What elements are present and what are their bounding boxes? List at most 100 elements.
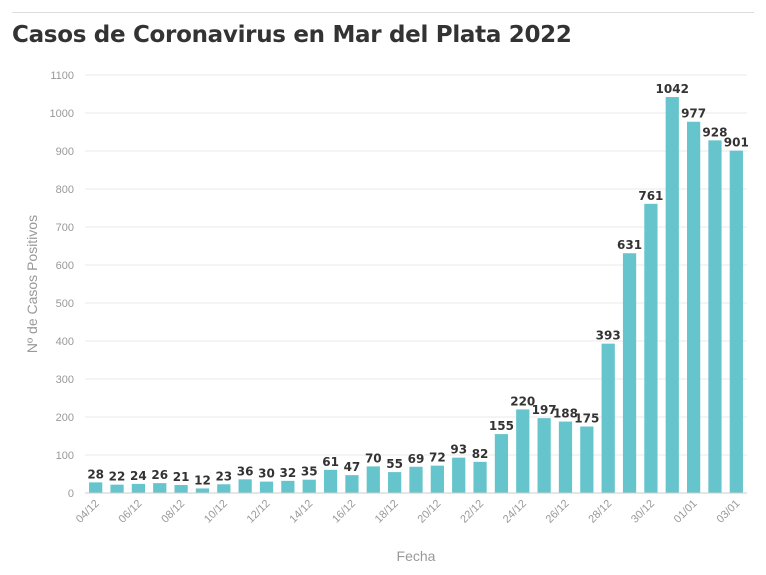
x-tick-label: 06/12 [117, 498, 145, 526]
x-tick-label: 04/12 [74, 498, 102, 526]
data-label: 21 [173, 470, 190, 484]
data-label: 23 [215, 469, 232, 483]
bar [302, 479, 316, 493]
bar [729, 150, 743, 493]
y-tick-label: 400 [56, 336, 74, 348]
bar [153, 483, 167, 493]
bar [558, 421, 573, 493]
bar [345, 475, 359, 493]
data-label: 188 [553, 407, 578, 421]
y-axis-ticks: 0 100 200 300 400 500 600 700 800 900 1000 1100 [50, 70, 74, 500]
data-label: 30 [258, 467, 275, 481]
data-label: 1042 [656, 82, 689, 96]
data-label: 72 [429, 451, 446, 465]
data-label: 761 [638, 189, 663, 203]
data-label: 220 [510, 394, 535, 408]
data-label: 32 [280, 466, 297, 480]
y-tick-label: 1000 [50, 108, 74, 120]
bar [281, 480, 295, 493]
x-tick-label: 01/01 [672, 498, 700, 526]
bars [89, 97, 743, 494]
data-label: 47 [344, 460, 361, 474]
x-tick-label: 26/12 [544, 498, 572, 526]
x-tick-label: 18/12 [373, 498, 401, 526]
x-tick-label: 12/12 [245, 498, 273, 526]
bar [622, 253, 637, 493]
y-tick-label: 600 [56, 260, 74, 272]
x-tick-label: 20/12 [416, 498, 444, 526]
bar [174, 485, 188, 493]
data-label: 69 [408, 452, 425, 466]
data-label: 631 [617, 238, 642, 252]
data-label: 82 [472, 447, 489, 461]
x-tick-label: 16/12 [330, 498, 358, 526]
y-tick-label: 100 [56, 450, 74, 462]
data-label: 28 [87, 467, 104, 481]
data-label: 977 [681, 107, 706, 121]
bar [537, 418, 551, 493]
y-tick-label: 900 [56, 146, 74, 158]
top-divider [12, 12, 754, 13]
bar [452, 457, 466, 493]
y-tick-label: 800 [56, 184, 74, 196]
y-tick-label: 500 [56, 298, 74, 310]
x-tick-label: 10/12 [202, 498, 230, 526]
x-tick-label: 08/12 [159, 498, 187, 526]
y-axis-label: Nº de Casos Positivos [24, 215, 40, 353]
data-label: 26 [151, 468, 168, 482]
bar [131, 483, 146, 493]
x-axis-ticks: 04/12 06/12 08/12 10/12 12/12 14/12 16/12 18/12… [74, 498, 743, 526]
y-tick-label: 200 [56, 412, 74, 424]
data-label: 24 [130, 469, 147, 483]
bar [217, 484, 231, 493]
x-tick-label: 24/12 [501, 498, 529, 526]
x-tick-label: 14/12 [287, 498, 315, 526]
grid-lines [85, 74, 747, 494]
bar [601, 343, 615, 493]
data-label: 22 [109, 470, 126, 484]
bar [89, 482, 103, 493]
data-label: 70 [365, 451, 382, 465]
x-tick-label: 28/12 [586, 498, 614, 526]
data-label: 197 [532, 403, 557, 417]
x-tick-label: 30/12 [629, 498, 657, 526]
bar [708, 140, 722, 494]
bar [259, 481, 274, 493]
bar [473, 461, 487, 493]
y-tick-label: 0 [68, 488, 74, 500]
data-label: 12 [194, 473, 211, 487]
bar [388, 472, 402, 493]
x-axis-label: Fecha [397, 548, 436, 564]
data-label: 175 [574, 412, 599, 426]
bar [366, 466, 380, 493]
data-label: 61 [322, 455, 339, 469]
y-tick-label: 300 [56, 374, 74, 386]
bar [110, 484, 124, 493]
bar [665, 97, 679, 493]
chart-title: Casos de Coronavirus en Mar del Plata 20… [12, 22, 572, 48]
data-label: 901 [724, 136, 749, 150]
bar [323, 469, 338, 493]
data-label: 93 [450, 443, 467, 457]
bar [686, 121, 701, 494]
bar [430, 465, 444, 493]
data-label: 36 [237, 464, 254, 478]
data-label: 928 [702, 125, 727, 139]
y-tick-label: 1100 [50, 70, 74, 82]
bar [580, 426, 594, 493]
bar [644, 203, 658, 493]
bar [516, 409, 530, 493]
x-tick-label: 22/12 [458, 498, 486, 526]
y-tick-label: 700 [56, 222, 74, 234]
data-label: 55 [386, 457, 403, 471]
bar [238, 479, 252, 493]
data-label: 35 [301, 465, 318, 479]
bar [195, 488, 210, 493]
data-label: 393 [596, 329, 621, 343]
bar [409, 466, 423, 493]
data-labels: 28 22 24 26 21 12 23 36 30 32 35 61 47 70 55 69 72 93 8215… [87, 82, 749, 487]
bar [494, 434, 509, 493]
data-label: 155 [489, 419, 514, 433]
x-tick-label: 03/01 [714, 498, 742, 526]
